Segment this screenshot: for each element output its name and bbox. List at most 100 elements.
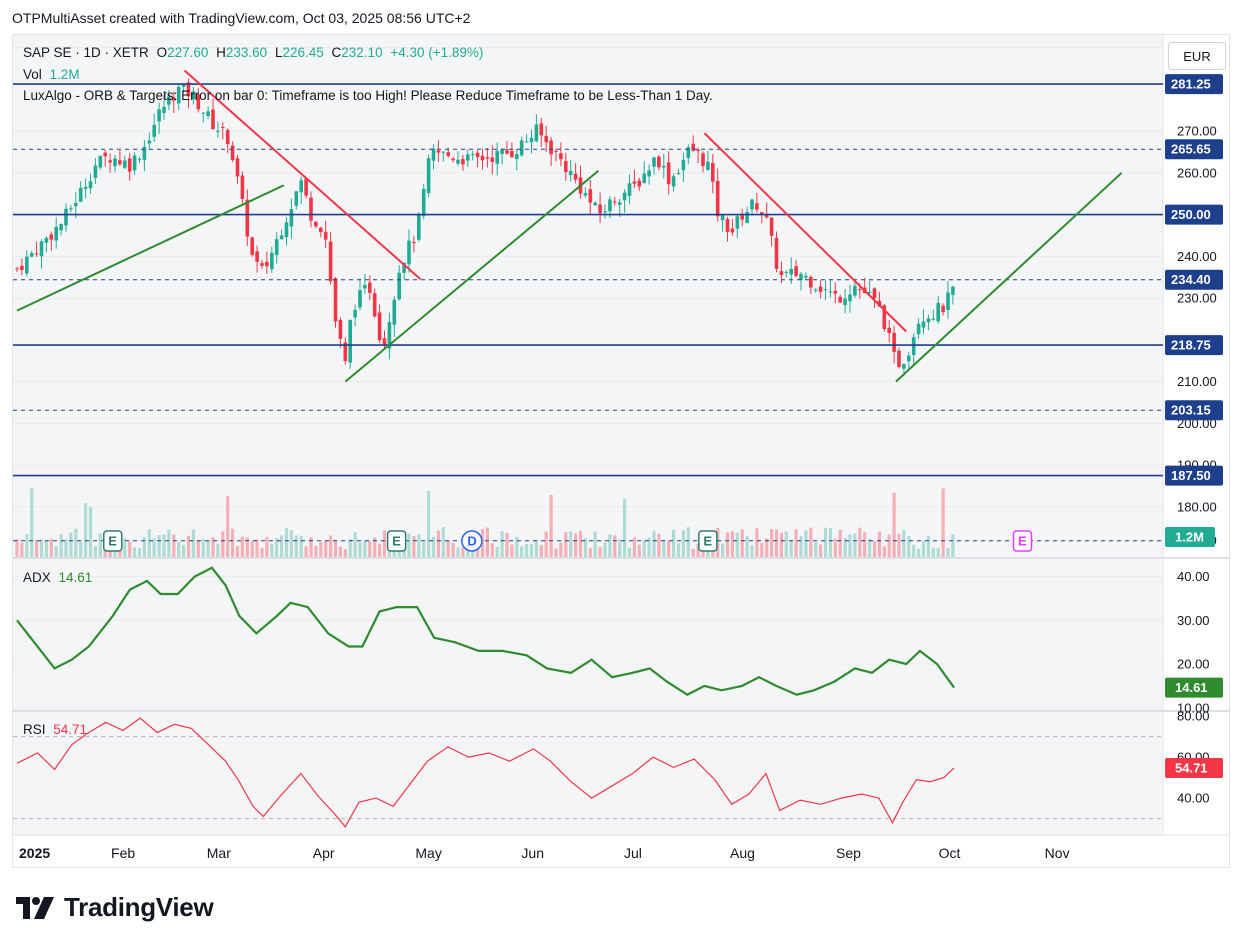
tradingview-brand[interactable]: TradingView <box>16 892 214 923</box>
price-tick-label: 240.00 <box>1177 249 1217 264</box>
time-tick-label: Sep <box>836 845 861 861</box>
candle-body <box>818 286 823 292</box>
candle-body <box>436 150 441 153</box>
volume-bar <box>436 530 440 557</box>
candle-body <box>657 156 661 168</box>
volume-bar <box>35 539 39 557</box>
price-tick-label: 210.00 <box>1177 374 1217 389</box>
currency-selector[interactable]: EUR <box>1168 42 1226 70</box>
candle-body <box>720 214 725 221</box>
earnings-marker-label: E <box>1018 534 1027 549</box>
volume-bar <box>887 534 891 557</box>
volume-bar <box>593 531 597 557</box>
candle-body <box>206 111 210 117</box>
adx-legend: ADX 14.61 <box>23 570 92 585</box>
candle-body <box>711 162 715 182</box>
volume-label: Vol <box>23 67 42 82</box>
candle-body <box>519 140 524 156</box>
candle-body <box>613 201 617 203</box>
volume-bar <box>44 541 48 557</box>
chart-svg[interactable]: 290.00270.00260.00240.00230.00210.00200.… <box>13 35 1229 867</box>
volume-bar <box>260 547 264 557</box>
candle-body <box>951 286 955 295</box>
volume-bar <box>779 532 783 557</box>
volume-bar <box>529 544 534 557</box>
volume-bar <box>338 546 342 557</box>
volume-bar <box>137 548 142 557</box>
close-value: 232.10 <box>341 45 383 60</box>
volume-bar <box>167 529 171 557</box>
volume-legend: Vol 1.2M <box>23 67 80 82</box>
candle-body <box>328 241 333 282</box>
candle-body <box>358 290 362 308</box>
volume-bar <box>324 541 328 557</box>
adx-tick-label: 40.00 <box>1177 569 1210 584</box>
volume-bar <box>510 544 514 557</box>
candle-body <box>701 153 705 166</box>
candle-body <box>534 124 539 142</box>
candle-body <box>676 172 681 175</box>
candle-body <box>319 227 323 233</box>
volume-bar <box>485 527 489 557</box>
volume-bar <box>917 548 921 557</box>
volume-bar <box>613 535 617 557</box>
candle-body <box>858 289 862 291</box>
candle-body <box>245 199 250 237</box>
adx-tick-label: 30.00 <box>1177 613 1210 628</box>
candle-body <box>755 203 759 210</box>
candle-body <box>466 154 470 161</box>
price-level-label-bg <box>1165 465 1223 486</box>
volume-bar <box>637 544 641 557</box>
candle-body <box>784 271 789 273</box>
volume-bar <box>417 534 421 557</box>
chart-frame[interactable]: 290.00270.00260.00240.00230.00210.00200.… <box>12 34 1230 868</box>
rsi-tick-label: 40.00 <box>1177 791 1210 806</box>
volume-bar <box>588 548 592 557</box>
volume-bar <box>642 539 646 557</box>
volume-bar <box>569 531 573 557</box>
earnings-marker-icon <box>1012 530 1033 552</box>
volume-bar <box>490 543 494 557</box>
volume-bar <box>314 545 318 557</box>
volume-bar <box>833 538 837 557</box>
volume-bar <box>182 544 186 557</box>
rsi-value-label-bg <box>1165 757 1223 778</box>
volume-bar <box>471 547 475 557</box>
candle-body <box>480 155 485 161</box>
volume-bar <box>564 532 568 557</box>
candle-body <box>505 149 509 154</box>
trendline <box>183 69 422 281</box>
candle-body <box>83 187 88 189</box>
candle-body <box>686 147 691 158</box>
volume-bar <box>299 535 303 557</box>
volume-bar <box>407 533 411 557</box>
volume-bar <box>799 535 803 557</box>
candle-body <box>921 321 926 328</box>
volume-bar <box>196 540 200 557</box>
candle-body <box>549 140 553 155</box>
volume-bar <box>133 547 137 557</box>
volume-bar <box>451 542 455 557</box>
volume-bar <box>25 534 29 557</box>
volume-bar <box>69 532 73 557</box>
candle-body <box>167 96 171 105</box>
candle-body <box>568 170 573 176</box>
time-tick-label: Jul <box>624 845 642 861</box>
candle-body <box>902 364 906 369</box>
volume-bar <box>79 541 83 557</box>
candle-body <box>39 241 44 257</box>
volume-bar <box>265 537 269 557</box>
volume-bar <box>461 547 465 557</box>
candle-body <box>417 214 421 240</box>
candle-body <box>593 202 597 206</box>
volume-bar <box>853 533 857 557</box>
candle-body <box>162 106 166 113</box>
adx-line <box>16 566 955 696</box>
volume-bar <box>549 494 553 557</box>
candle-body <box>29 253 34 257</box>
candle-body <box>583 192 588 196</box>
candle-body <box>255 251 259 262</box>
time-tick-label: Nov <box>1045 845 1070 861</box>
candle-body <box>470 154 475 156</box>
volume-bar <box>441 527 445 557</box>
